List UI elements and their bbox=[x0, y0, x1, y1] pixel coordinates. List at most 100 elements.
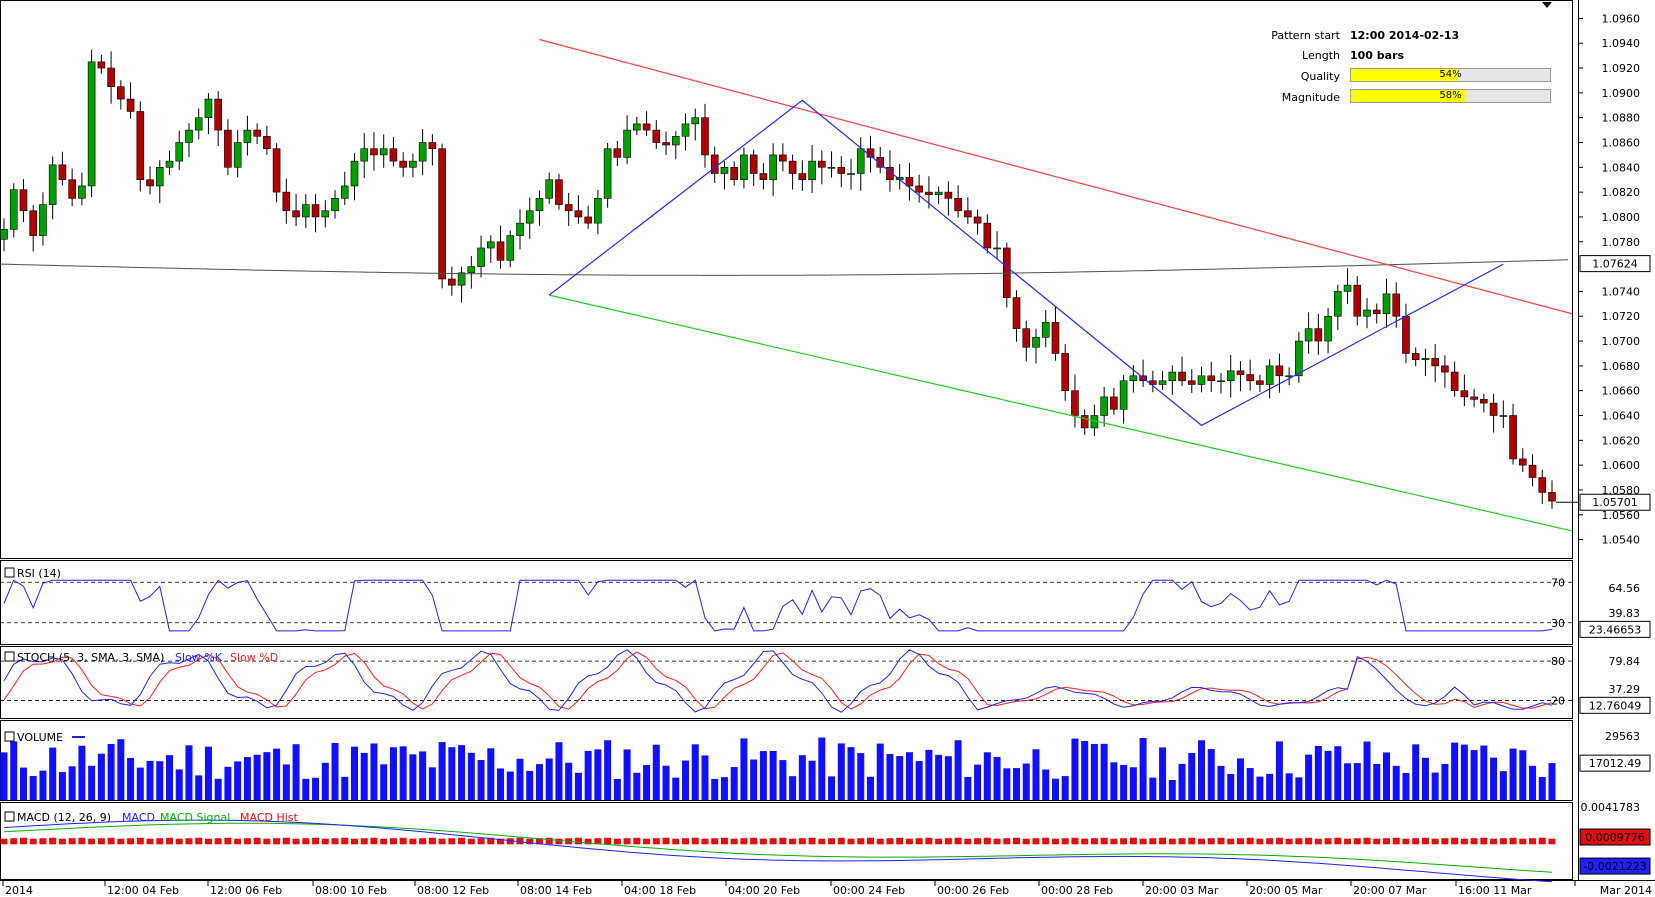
candle-body bbox=[525, 210, 534, 224]
candle-body bbox=[964, 210, 972, 218]
candle bbox=[1178, 356, 1186, 387]
macd-hist-bar bbox=[1188, 837, 1196, 845]
volume-bar bbox=[1499, 771, 1507, 800]
scroll-down-icon[interactable] bbox=[1542, 2, 1552, 8]
macd-hist-bar bbox=[1129, 837, 1137, 845]
volume-bar bbox=[1256, 776, 1264, 800]
volume-bar bbox=[214, 778, 222, 800]
candle bbox=[486, 235, 495, 263]
macd-hist-bar bbox=[1363, 837, 1371, 845]
candle-body bbox=[1538, 477, 1547, 493]
candle-body bbox=[477, 247, 485, 267]
volume-bar bbox=[1538, 777, 1546, 800]
macd-hist-bar bbox=[350, 838, 358, 845]
candle bbox=[1441, 355, 1449, 388]
volume-bar bbox=[1003, 768, 1011, 800]
macd-hist-bar bbox=[136, 837, 144, 845]
volume-bar bbox=[136, 767, 144, 800]
macd-hist-bar bbox=[1042, 837, 1050, 845]
candle-body bbox=[496, 241, 505, 261]
volume-bar bbox=[1042, 769, 1050, 800]
volume-bar bbox=[896, 756, 904, 800]
macd-hist-bar bbox=[78, 837, 86, 845]
candle-body bbox=[506, 235, 515, 261]
rsi-close-icon[interactable] bbox=[4, 567, 15, 578]
candle bbox=[1139, 359, 1147, 388]
candle-body bbox=[681, 123, 690, 137]
candle bbox=[769, 143, 777, 196]
candle bbox=[1372, 303, 1381, 324]
macd-hist-bar bbox=[428, 837, 436, 845]
macd-hist-bar bbox=[438, 838, 446, 845]
x-tick-label: 08:00 12 Feb bbox=[417, 884, 489, 897]
candle bbox=[107, 51, 115, 104]
volume-bar bbox=[876, 743, 884, 800]
macd-close-icon[interactable] bbox=[4, 811, 15, 822]
candle bbox=[146, 166, 154, 195]
macd-hist-bar bbox=[1149, 838, 1157, 845]
candle-body bbox=[1295, 340, 1303, 377]
volume-bar bbox=[19, 767, 27, 800]
macd-hist-bar bbox=[467, 838, 475, 845]
candle bbox=[847, 158, 855, 190]
stoch-tick-label: 79.84 bbox=[1609, 655, 1641, 668]
candle bbox=[224, 119, 232, 176]
macd-hist-bar bbox=[1003, 838, 1011, 845]
candle bbox=[691, 108, 700, 141]
candle bbox=[535, 190, 544, 227]
candle bbox=[1528, 454, 1537, 487]
candle bbox=[1032, 328, 1040, 364]
candle-body bbox=[623, 129, 631, 158]
macd-hist-bar bbox=[750, 837, 758, 845]
macd-hist-bar bbox=[214, 838, 222, 845]
candle-body bbox=[97, 61, 106, 69]
macd-hist-bar bbox=[341, 837, 349, 845]
volume-bar bbox=[1178, 763, 1186, 800]
stoch-close-icon[interactable] bbox=[4, 651, 15, 662]
macd-hist-bar bbox=[672, 838, 680, 845]
macd-line bbox=[3, 819, 1553, 883]
volume-title: VOLUME bbox=[4, 731, 85, 744]
volume-bar bbox=[175, 769, 183, 800]
macd-hist-bar bbox=[58, 838, 66, 845]
macd-hist-bar bbox=[360, 838, 368, 845]
candle-body bbox=[263, 135, 271, 150]
candle-body bbox=[1509, 415, 1517, 460]
candle-body bbox=[1100, 396, 1108, 416]
volume-bar bbox=[117, 739, 125, 800]
macd-hist-bar bbox=[448, 838, 456, 845]
macd-hist-bar bbox=[263, 838, 271, 845]
volume-bar bbox=[1509, 748, 1517, 800]
candle bbox=[779, 143, 787, 172]
macd-hist-bar bbox=[584, 838, 592, 845]
candle bbox=[1265, 359, 1274, 399]
price-tick-label: 1.0560 bbox=[1602, 509, 1641, 522]
volume-bar bbox=[759, 751, 767, 800]
candle bbox=[438, 143, 446, 289]
volume-bar bbox=[1451, 742, 1459, 800]
volume-bar bbox=[643, 765, 651, 800]
candle-body bbox=[107, 67, 115, 87]
macd-hist-bar bbox=[789, 838, 797, 845]
candle bbox=[457, 266, 466, 303]
volume-bar bbox=[633, 772, 641, 800]
candle-body bbox=[642, 123, 651, 131]
quality-label: Quality bbox=[1300, 70, 1340, 83]
macd-title: MACD (12, 26, 9) MACD MACD Signal MACD H… bbox=[4, 811, 299, 824]
candle bbox=[428, 134, 437, 166]
candle-body bbox=[48, 164, 57, 205]
macd-hist-bar bbox=[818, 838, 826, 845]
volume-close-icon[interactable] bbox=[4, 731, 15, 742]
volume-bar bbox=[1548, 763, 1556, 800]
macd-signal-label-box bbox=[1579, 857, 1651, 875]
candle bbox=[681, 113, 690, 151]
candle bbox=[759, 163, 768, 190]
macd-hist-bar bbox=[1266, 838, 1274, 845]
candle-body bbox=[1197, 375, 1206, 385]
macd-hist-bar bbox=[720, 837, 728, 845]
macd-hist-bar bbox=[156, 838, 164, 845]
candle-body bbox=[1256, 380, 1264, 385]
macd-hist-bar bbox=[1081, 838, 1089, 845]
candle bbox=[1168, 365, 1177, 395]
candle-body bbox=[516, 222, 524, 236]
